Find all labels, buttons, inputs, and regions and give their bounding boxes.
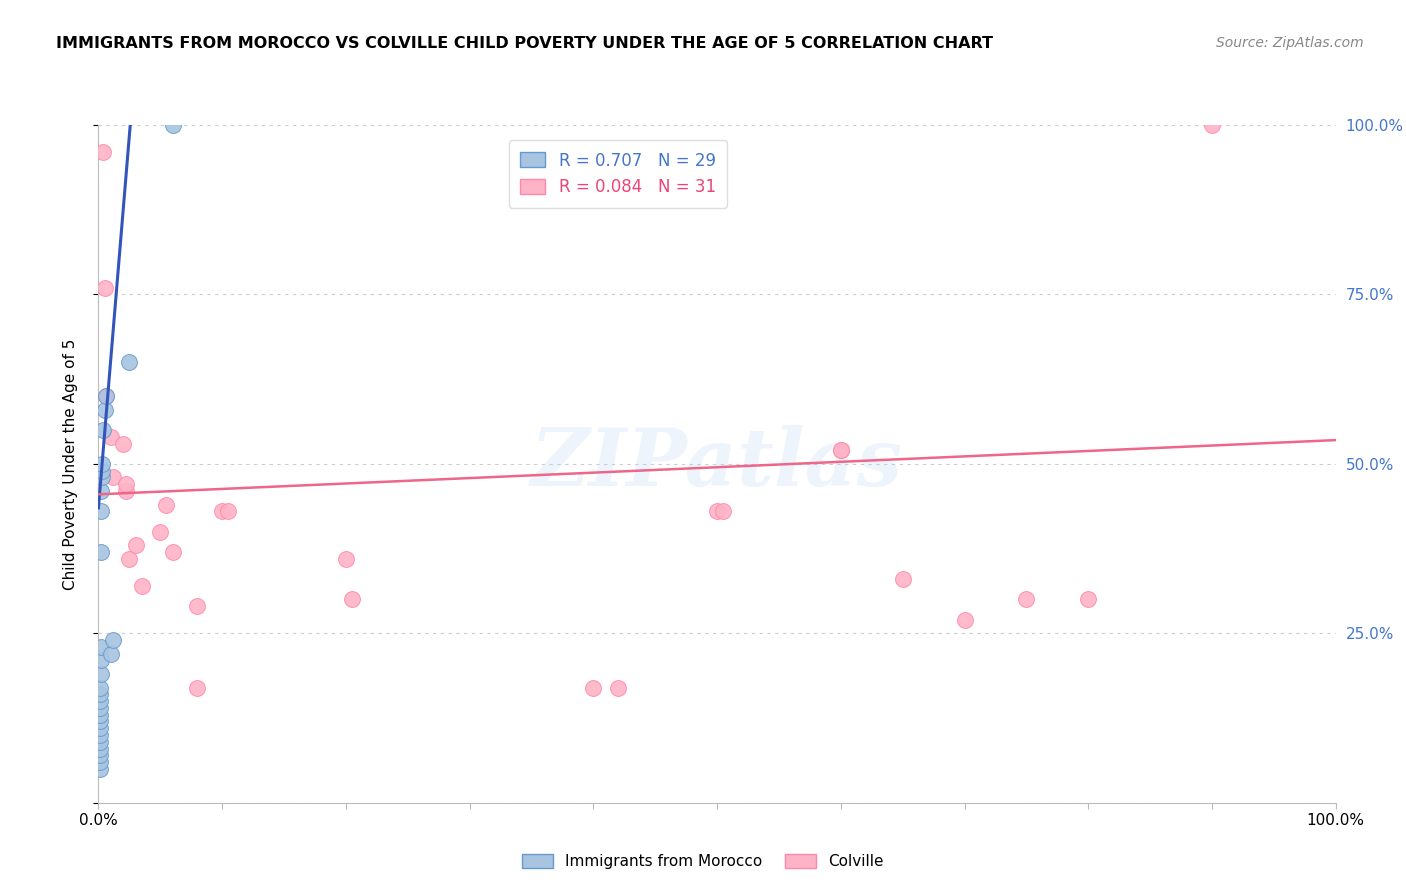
Text: IMMIGRANTS FROM MOROCCO VS COLVILLE CHILD POVERTY UNDER THE AGE OF 5 CORRELATION: IMMIGRANTS FROM MOROCCO VS COLVILLE CHIL…: [56, 36, 993, 51]
Point: [711, 504, 734, 518]
Point: [89, 728, 111, 742]
Point: [100, 647, 122, 661]
Point: [94, 389, 117, 403]
Point: [89, 707, 111, 722]
Point: [211, 504, 233, 518]
Point: [90, 545, 112, 559]
Point: [112, 436, 135, 450]
Point: [103, 633, 125, 648]
Point: [118, 551, 141, 566]
Point: [90, 667, 112, 681]
Point: [89, 741, 111, 756]
Point: [340, 592, 363, 607]
Point: [891, 572, 914, 586]
Point: [830, 443, 852, 458]
Point: [91, 470, 114, 484]
Point: [1015, 592, 1038, 607]
Point: [607, 681, 630, 695]
Point: [953, 613, 976, 627]
Point: [93, 145, 115, 159]
Point: [89, 701, 111, 715]
Point: [103, 470, 125, 484]
Point: [131, 579, 153, 593]
Point: [124, 538, 146, 552]
Point: [100, 430, 122, 444]
Point: [149, 524, 172, 539]
Point: [94, 389, 117, 403]
Point: [114, 477, 136, 491]
Point: [89, 755, 111, 769]
Point: [89, 714, 111, 729]
Point: [89, 762, 111, 776]
Point: [93, 280, 115, 294]
Point: [186, 681, 208, 695]
Point: [335, 551, 357, 566]
Point: [118, 355, 141, 369]
Point: [93, 423, 115, 437]
Point: [217, 504, 239, 518]
Point: [90, 483, 112, 498]
Point: [89, 687, 111, 701]
Legend: Immigrants from Morocco, Colville: Immigrants from Morocco, Colville: [516, 848, 890, 875]
Point: [91, 464, 114, 478]
Point: [1077, 592, 1099, 607]
Point: [162, 118, 184, 132]
Point: [89, 748, 111, 763]
Point: [90, 640, 112, 654]
Text: ZIPatlas: ZIPatlas: [531, 425, 903, 502]
Point: [706, 504, 728, 518]
Point: [186, 599, 208, 614]
Point: [89, 681, 111, 695]
Point: [90, 504, 112, 518]
Point: [89, 694, 111, 708]
Point: [114, 483, 136, 498]
Point: [830, 443, 852, 458]
Text: Source: ZipAtlas.com: Source: ZipAtlas.com: [1216, 36, 1364, 50]
Point: [162, 545, 184, 559]
Point: [89, 735, 111, 749]
Point: [90, 653, 112, 667]
Point: [155, 498, 177, 512]
Point: [91, 457, 114, 471]
Legend: R = 0.707   N = 29, R = 0.084   N = 31: R = 0.707 N = 29, R = 0.084 N = 31: [509, 140, 727, 208]
Point: [93, 402, 115, 417]
Point: [1201, 118, 1223, 132]
Point: [582, 681, 605, 695]
Y-axis label: Child Poverty Under the Age of 5: Child Poverty Under the Age of 5: [63, 338, 77, 590]
Point: [89, 721, 111, 735]
